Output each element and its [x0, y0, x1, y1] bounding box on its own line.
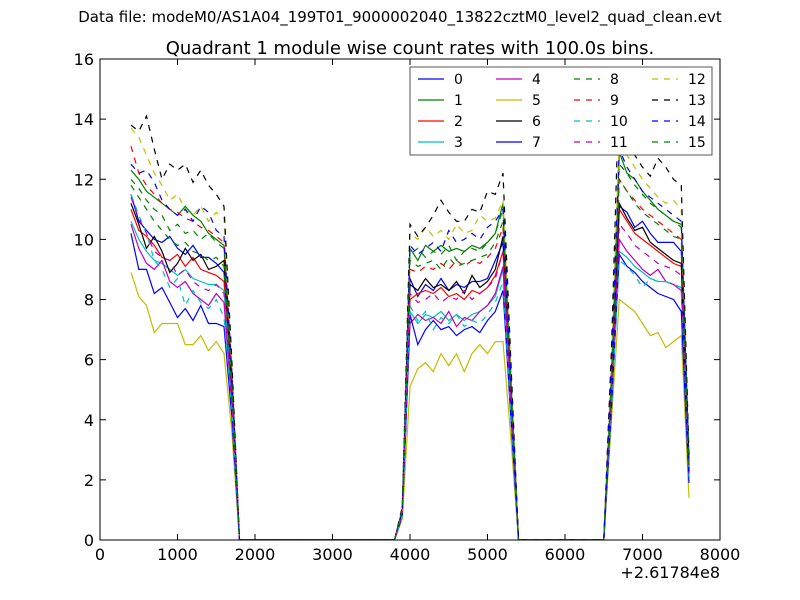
legend-label-9: 9 — [610, 93, 619, 109]
legend-label-2: 2 — [454, 114, 463, 130]
legend-label-4: 4 — [532, 72, 541, 88]
series-line-14 — [130, 148, 690, 540]
legend-label-11: 11 — [610, 135, 628, 151]
x-tick-label: 4000 — [390, 545, 431, 564]
legend-label-1: 1 — [454, 93, 463, 109]
legend-label-12: 12 — [688, 72, 706, 88]
legend-label-6: 6 — [532, 114, 541, 130]
x-tick-label: 6000 — [545, 545, 586, 564]
series-line-5 — [130, 272, 690, 540]
y-tick-label: 2 — [84, 471, 94, 490]
legend-label-8: 8 — [610, 72, 619, 88]
series-line-6 — [130, 201, 690, 540]
y-tick-label: 8 — [84, 291, 94, 310]
legend-label-3: 3 — [454, 135, 463, 151]
series-line-8 — [130, 162, 690, 540]
y-tick-label: 16 — [74, 50, 94, 69]
y-tick-label: 0 — [84, 531, 94, 550]
series-line-15 — [130, 177, 690, 540]
legend-label-10: 10 — [610, 114, 628, 130]
legend-label-15: 15 — [688, 135, 706, 151]
x-tick-label: 1000 — [157, 545, 198, 564]
y-tick-label: 14 — [74, 110, 94, 129]
y-tick-label: 6 — [84, 351, 94, 370]
series-line-3 — [130, 221, 690, 540]
x-tick-label: 5000 — [467, 545, 508, 564]
series-line-1 — [130, 151, 690, 540]
x-offset-label: +2.61784e8 — [620, 563, 720, 582]
suptitle: Data file: modeM0/AS1A04_199T01_90000020… — [78, 8, 722, 26]
legend-label-13: 13 — [688, 93, 706, 109]
legend-label-5: 5 — [532, 93, 541, 109]
legend-label-0: 0 — [454, 72, 463, 88]
legend-box — [409, 66, 713, 156]
series-line-11 — [130, 197, 690, 540]
chart-title: Quadrant 1 module wise count rates with … — [166, 38, 655, 59]
legend-label-14: 14 — [688, 114, 706, 130]
y-tick-label: 10 — [74, 230, 94, 249]
x-tick-label: 8000 — [700, 545, 741, 564]
x-tick-label: 0 — [95, 545, 105, 564]
series-line-12 — [130, 127, 690, 540]
x-tick-label: 7000 — [622, 545, 663, 564]
y-tick-label: 4 — [84, 411, 94, 430]
series-line-13 — [130, 76, 690, 540]
legend-label-7: 7 — [532, 135, 541, 151]
y-tick-label: 12 — [74, 170, 94, 189]
x-tick-label: 2000 — [235, 545, 276, 564]
series-line-9 — [130, 146, 690, 540]
x-tick-label: 3000 — [312, 545, 353, 564]
